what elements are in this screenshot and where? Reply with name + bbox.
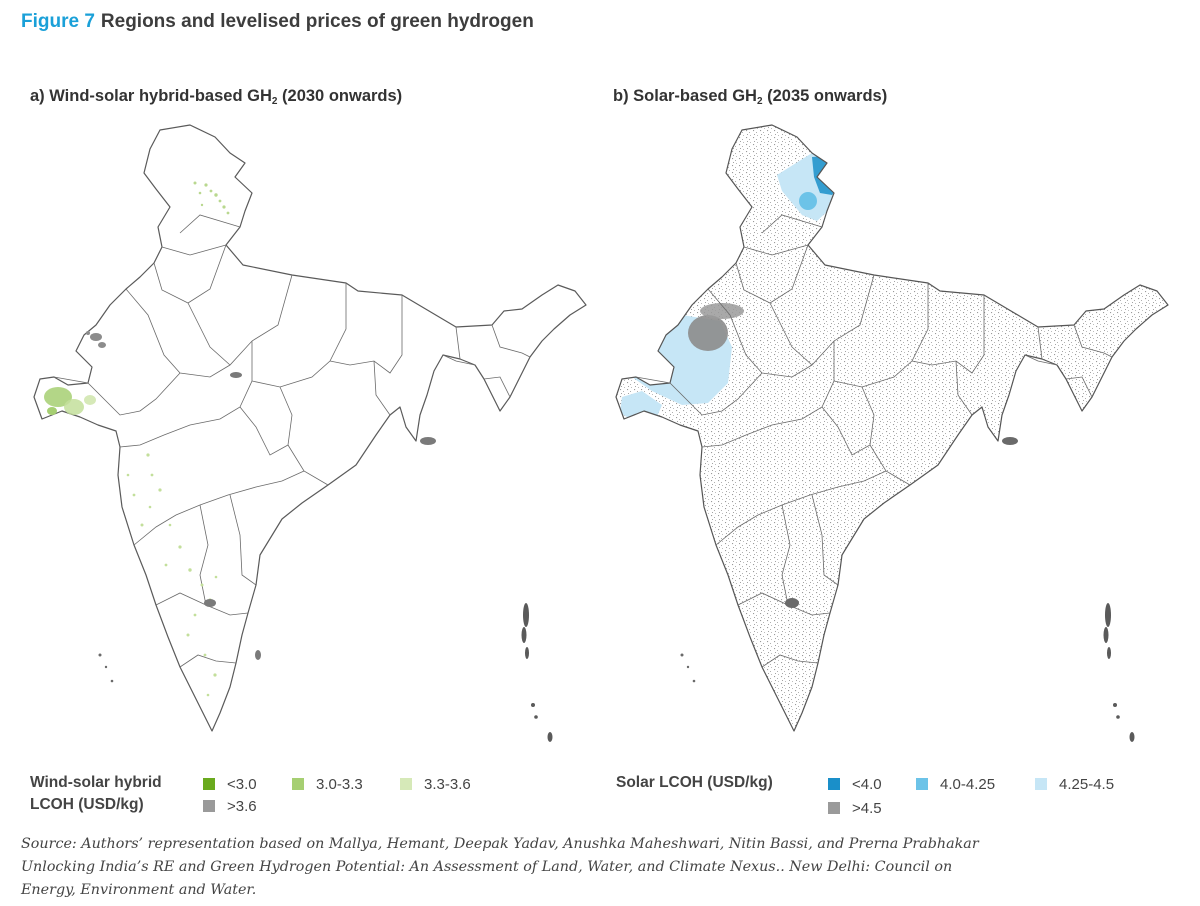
legend-b-item-3: 4.25-4.5	[1035, 774, 1114, 794]
swatch	[203, 800, 215, 812]
state-borders	[53, 214, 531, 668]
legend-a-item-3: 3.3-3.6	[400, 774, 471, 794]
swatch	[828, 802, 840, 814]
figure-number: Figure 7	[21, 11, 95, 32]
source-note: Source: Authors’ representation based on…	[21, 836, 979, 898]
swatch	[1035, 778, 1047, 790]
legend-a-item-4: >3.6	[203, 796, 257, 816]
legend-b-title: Solar LCOH (USD/kg)	[616, 774, 773, 791]
panel-b-title: b) Solar-based GH2 (2035 onwards)	[613, 87, 888, 107]
andaman-islands-b	[1103, 603, 1135, 742]
india-outline	[33, 124, 587, 732]
legend-b-item-1: <4.0	[828, 774, 882, 794]
swatch	[203, 778, 215, 790]
dots-gray-patches	[204, 372, 436, 660]
andaman-islands	[521, 603, 553, 742]
legend-a-title: Wind-solar hybrid LCOH (USD/kg)	[30, 774, 162, 813]
panel-a-title: a) Wind-solar hybrid-based GH2 (2030 onw…	[30, 87, 403, 107]
dots-ladakh	[193, 181, 230, 215]
dark-patches-b	[785, 437, 1018, 608]
lakshadweep-islands-b	[680, 653, 696, 683]
swatch	[916, 778, 928, 790]
swatch	[292, 778, 304, 790]
speckle-fill	[616, 125, 1168, 731]
state-borders-b	[635, 214, 1113, 668]
swatch	[400, 778, 412, 790]
map-wind-solar-hybrid	[33, 124, 587, 742]
india-outline-b	[615, 124, 1169, 732]
map-solar	[615, 124, 1169, 742]
figure-title-text: Regions and levelised prices of green hy…	[100, 11, 534, 32]
dots-gujarat	[44, 387, 96, 415]
dots-rajasthan	[86, 331, 106, 348]
lakshadweep-islands	[98, 653, 114, 683]
legend-a-item-2: 3.0-3.3	[292, 774, 363, 794]
legend-b-item-2: 4.0-4.25	[916, 774, 995, 794]
swatch	[828, 778, 840, 790]
legend-b-item-4: >4.5	[828, 798, 882, 818]
legend-a-item-1: <3.0	[203, 774, 257, 794]
figure-title: Figure 7 Regions and levelised prices of …	[21, 11, 534, 33]
dots-peninsula	[126, 453, 218, 697]
